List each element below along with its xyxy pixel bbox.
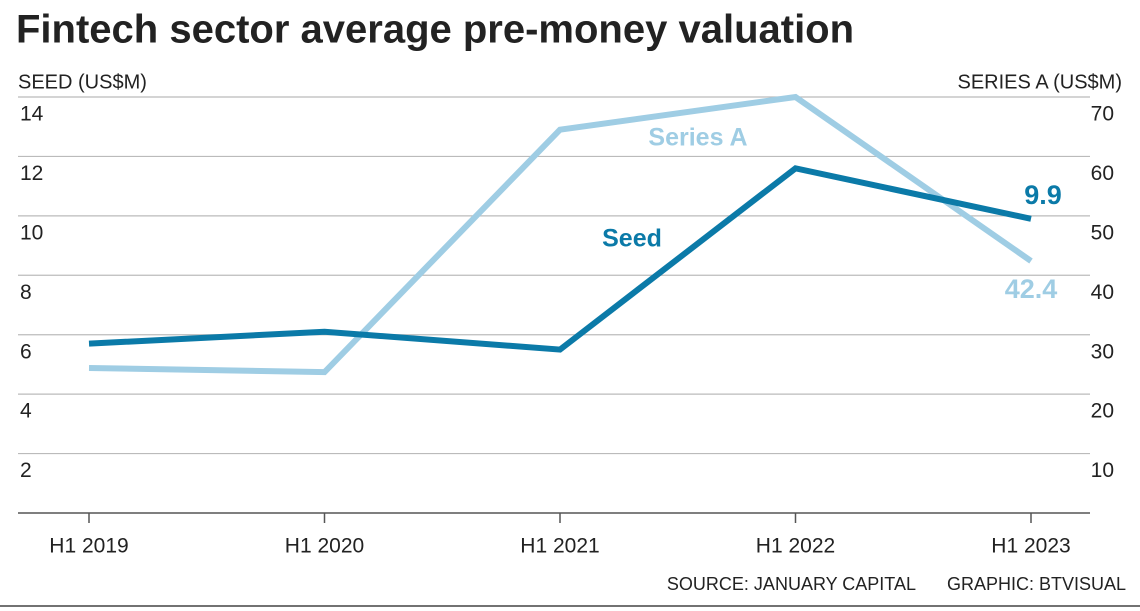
y2-tick-label: 70 bbox=[1091, 103, 1114, 126]
y2-tick-label: 50 bbox=[1091, 221, 1114, 244]
source: SOURCE: JANUARY CAPITAL bbox=[667, 574, 916, 594]
y-tick-label: 14 bbox=[20, 103, 44, 126]
series-line bbox=[88, 165, 1032, 353]
credit: GRAPHIC: BTVISUAL bbox=[947, 574, 1126, 594]
y-tick-label: 4 bbox=[20, 400, 32, 423]
chart-title: Fintech sector average pre-money valuati… bbox=[16, 8, 854, 52]
y2-tick-label: 40 bbox=[1091, 281, 1114, 304]
value-label: 9.9 bbox=[1024, 180, 1062, 210]
x-tick-label: H1 2022 bbox=[756, 535, 835, 558]
y2-tick-label: 20 bbox=[1091, 400, 1114, 423]
series-line bbox=[88, 93, 1033, 376]
series-label: Series A bbox=[648, 124, 747, 152]
x-tick-label: H1 2019 bbox=[49, 535, 128, 558]
y2-axis-title: SERIES A (US$M) bbox=[958, 71, 1123, 93]
y2-tick-label: 60 bbox=[1091, 162, 1114, 185]
y-tick-label: 8 bbox=[20, 281, 32, 304]
y-axis-title: SEED (US$M) bbox=[18, 71, 147, 93]
series-label: Seed bbox=[602, 225, 662, 253]
x-tick-label: H1 2023 bbox=[991, 535, 1070, 558]
y2-tick-label: 10 bbox=[1091, 459, 1114, 482]
value-label: 42.4 bbox=[1005, 274, 1058, 304]
x-tick-label: H1 2020 bbox=[285, 535, 364, 558]
x-tick-label: H1 2021 bbox=[520, 535, 599, 558]
y-tick-label: 6 bbox=[20, 340, 32, 363]
y-tick-label: 2 bbox=[20, 459, 32, 482]
y-tick-label: 12 bbox=[20, 162, 43, 185]
y2-tick-label: 30 bbox=[1091, 340, 1114, 363]
y-tick-label: 10 bbox=[20, 221, 43, 244]
